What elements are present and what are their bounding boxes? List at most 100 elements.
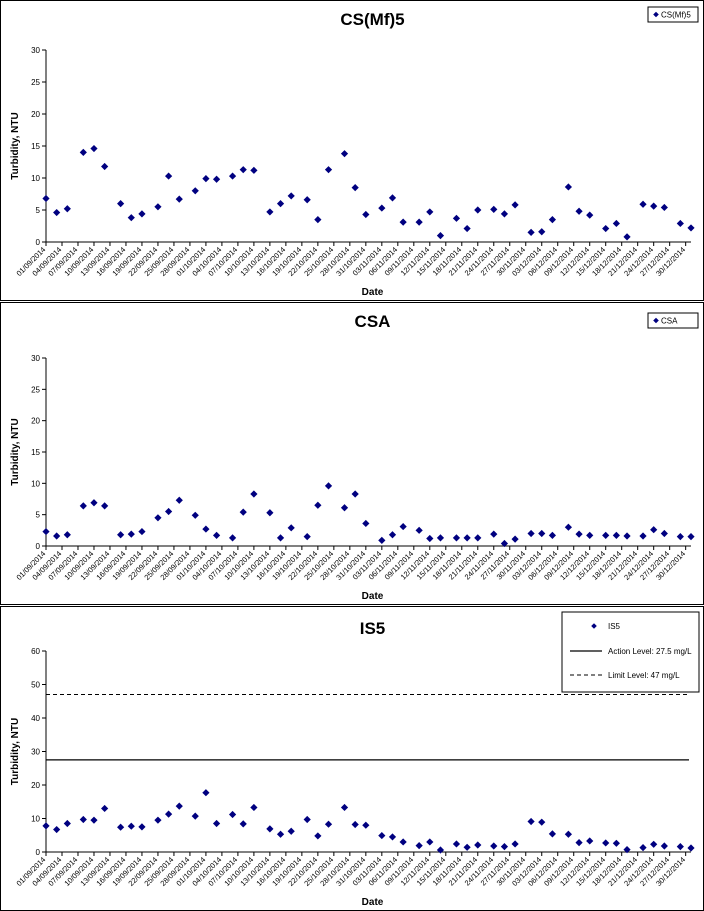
data-point [687, 224, 695, 232]
data-point [202, 175, 210, 183]
data-point [362, 210, 370, 219]
data-point [340, 803, 349, 812]
y-tick-label: 5 [36, 206, 41, 215]
legend-label: Limit Level: 47 mg/L [608, 671, 680, 680]
data-point [474, 206, 482, 214]
data-point [154, 203, 162, 211]
chart-title: CS(Mf)5 [340, 10, 404, 29]
legend-label: IS5 [608, 622, 621, 631]
data-point [351, 490, 359, 498]
data-point [538, 818, 546, 826]
legend-marker [591, 623, 597, 629]
data-point [586, 531, 594, 539]
data-point [362, 519, 370, 528]
y-tick-label: 10 [31, 174, 40, 183]
data-point [63, 205, 71, 213]
data-point [676, 219, 684, 228]
chart-panel: CS(Mf)505101520253001/09/201404/09/20140… [0, 0, 704, 301]
data-point [650, 526, 658, 534]
data-point [42, 527, 50, 536]
x-axis-label: Date [362, 897, 384, 908]
legend-label: CS(Mf)5 [661, 11, 691, 20]
chart-title: IS5 [360, 619, 386, 638]
data-point [212, 531, 221, 539]
data-point [548, 216, 557, 224]
chart-title: CSA [355, 312, 391, 331]
y-tick-label: 20 [31, 417, 40, 426]
data-point [287, 192, 295, 200]
y-tick-label: 20 [31, 781, 40, 790]
data-point [117, 200, 125, 208]
y-tick-label: 25 [31, 385, 40, 394]
y-tick-label: 50 [31, 681, 40, 690]
data-point [228, 534, 237, 542]
data-point [276, 534, 285, 542]
legend-label: CSA [661, 317, 678, 326]
data-point [378, 204, 386, 212]
data-point [276, 200, 285, 208]
data-point [602, 224, 610, 233]
data-point [175, 195, 183, 203]
chart-border [0, 0, 704, 301]
data-point [138, 527, 146, 536]
legend-label: Action Level: 27.5 mg/L [608, 647, 692, 656]
data-point [650, 202, 658, 210]
data-point [362, 821, 370, 829]
data-point [239, 166, 247, 174]
y-axis-label: Turbidity, NTU [10, 418, 21, 485]
data-point [90, 144, 98, 153]
data-point [154, 816, 162, 824]
data-point [575, 207, 583, 215]
data-point [250, 166, 258, 174]
data-point [575, 839, 583, 847]
y-tick-label: 0 [36, 848, 41, 857]
data-point [53, 208, 61, 217]
chart-panel: IS5010203040506001/09/201404/09/201407/0… [0, 606, 704, 911]
y-tick-label: 10 [31, 479, 40, 488]
data-point [474, 534, 482, 542]
data-point [388, 833, 397, 841]
data-point [303, 196, 311, 204]
data-point [426, 208, 434, 216]
data-point [415, 218, 423, 226]
data-point [676, 843, 684, 851]
data-point [154, 514, 162, 522]
y-tick-label: 5 [36, 511, 41, 520]
data-point [212, 175, 221, 183]
data-point [463, 534, 471, 542]
y-tick-label: 40 [31, 714, 40, 723]
data-point [266, 825, 274, 833]
data-point [436, 534, 445, 542]
data-point [42, 822, 50, 830]
data-point [623, 233, 631, 241]
data-point [127, 530, 135, 538]
data-point [378, 831, 386, 840]
data-point [138, 210, 146, 218]
y-tick-label: 0 [36, 542, 41, 551]
y-tick-label: 20 [31, 110, 40, 119]
chart-panel: CSA05101520253001/09/201404/09/201407/09… [0, 302, 704, 605]
legend-box [647, 6, 699, 23]
data-point [127, 214, 135, 222]
data-point [564, 830, 572, 838]
data-point [639, 200, 647, 208]
y-tick-label: 0 [36, 238, 41, 247]
data-point [90, 499, 98, 507]
data-point [500, 210, 509, 218]
data-point [287, 524, 295, 532]
data-point [527, 228, 535, 236]
y-axis-label: Turbidity, NTU [10, 112, 21, 179]
data-point [639, 532, 647, 540]
legend-box [647, 312, 699, 329]
legend-marker [653, 317, 659, 324]
data-point [79, 815, 87, 824]
y-axis-label: Turbidity, NTU [10, 718, 21, 785]
data-point [490, 205, 498, 213]
data-point [53, 532, 61, 540]
data-point [314, 216, 322, 224]
y-tick-label: 60 [31, 647, 40, 656]
data-point [612, 219, 620, 228]
x-axis-label: Date [362, 287, 384, 298]
legend-box [561, 611, 700, 693]
data-point [303, 815, 311, 824]
